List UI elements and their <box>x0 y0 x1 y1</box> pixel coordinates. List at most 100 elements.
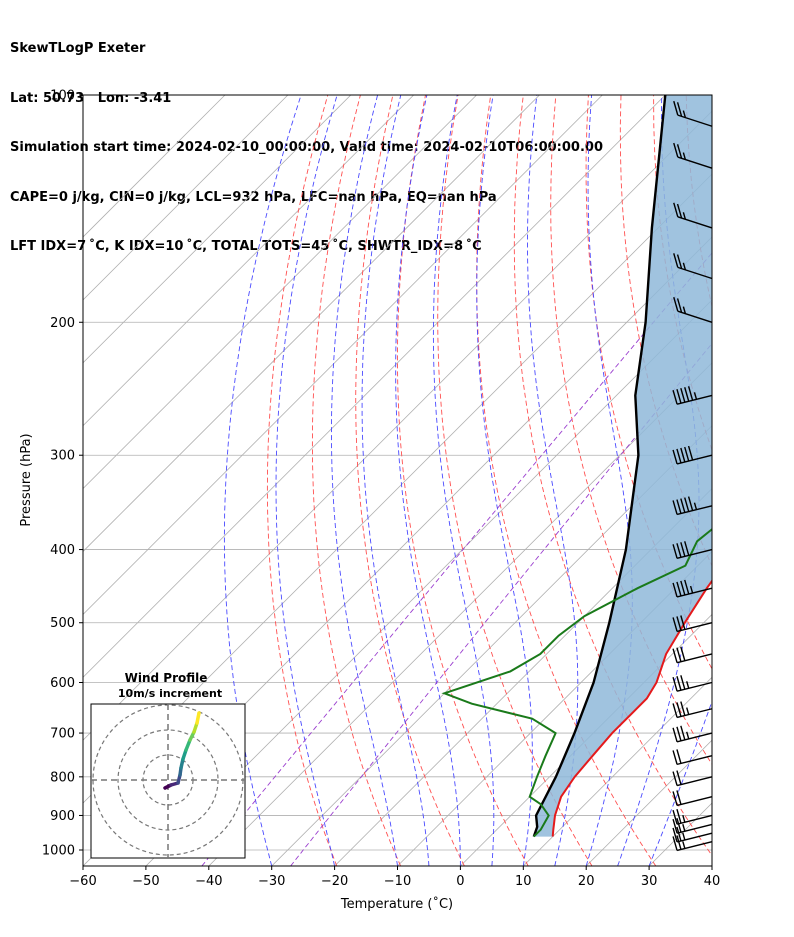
wind-barb <box>672 579 713 598</box>
hodograph-segment <box>184 738 192 752</box>
y-tick-label: 100 <box>50 89 75 104</box>
x-tick-label: 0 <box>456 874 464 889</box>
wind-barb <box>672 770 713 787</box>
isotherm-line <box>83 95 289 301</box>
dry-adiabat-line <box>784 95 794 866</box>
dry-adiabat-line <box>266 95 338 866</box>
wind-barb <box>672 646 713 664</box>
y-tick-label: 200 <box>50 316 75 331</box>
y-tick-label: 1000 <box>42 844 75 859</box>
wind-barb <box>672 809 713 825</box>
wind-barb <box>672 445 713 465</box>
x-tick-label: −40 <box>195 874 222 889</box>
hodograph-segment <box>195 711 201 725</box>
x-tick-label: −10 <box>384 874 411 889</box>
dry-adiabat-line <box>311 95 402 866</box>
time-info: Simulation start time: 2024-02-10_00:00:… <box>10 140 603 155</box>
y-tick-label: 500 <box>50 616 75 631</box>
dry-adiabat-line <box>719 95 794 866</box>
y-tick-label: 300 <box>50 449 75 464</box>
isotherm-line <box>83 110 712 741</box>
x-tick-label: −60 <box>69 874 96 889</box>
isotherm-line <box>83 95 666 678</box>
isotherm-line <box>83 95 414 427</box>
x-tick-label: −20 <box>321 874 348 889</box>
x-axis-label: Temperature (˚C) <box>340 896 453 912</box>
y-tick-label: 400 <box>50 543 75 558</box>
isotherm-line <box>523 676 712 866</box>
dewpoint-line <box>441 527 712 838</box>
x-tick-label: 30 <box>641 874 658 889</box>
moist-adiabat-line <box>275 95 338 866</box>
wind-barb <box>672 817 713 834</box>
y-axis-label: Pressure (hPa) <box>19 433 34 526</box>
wind-barb <box>673 100 713 127</box>
x-tick-label: −50 <box>132 874 159 889</box>
isotherm-line <box>271 425 712 866</box>
isotherm-line <box>334 488 712 866</box>
isotherm-line <box>83 95 540 553</box>
wind-barb <box>672 826 713 843</box>
y-tick-label: 600 <box>50 676 75 691</box>
moist-adiabat-line <box>395 95 461 866</box>
wind-barb <box>672 386 713 405</box>
dry-adiabat-line <box>437 95 593 866</box>
wind-barb <box>673 253 713 280</box>
wind-barb <box>672 835 713 852</box>
isotherm-line <box>83 95 477 490</box>
dry-adiabat-line <box>355 95 465 866</box>
y-tick-label: 800 <box>50 770 75 785</box>
moist-adiabat-line <box>432 95 495 866</box>
mixing-ratio-line <box>290 342 712 866</box>
wind-barb <box>672 790 713 807</box>
y-tick-label: 700 <box>50 727 75 742</box>
isotherm-line <box>83 95 226 238</box>
moist-adiabat-line <box>331 95 398 866</box>
moist-adiabat-line <box>648 700 712 866</box>
wind-barb <box>673 296 713 323</box>
moist-adiabat-line <box>361 95 430 866</box>
isotherm-line <box>711 865 712 866</box>
y-tick-label: 900 <box>50 809 75 824</box>
x-tick-label: −30 <box>258 874 285 889</box>
dry-adiabat-line <box>476 95 657 866</box>
isotherm-line <box>145 299 712 866</box>
isotherm-line <box>775 95 794 866</box>
wind-barb <box>672 725 713 743</box>
isotherm-line <box>83 95 603 615</box>
dry-adiabat-line <box>397 95 529 866</box>
isotherm-line <box>460 613 712 866</box>
isotherm-line <box>208 362 712 866</box>
coordinates: Lat: 50.73 Lon: -3.41 <box>10 90 172 106</box>
dry-adiabat-line <box>751 95 794 866</box>
wind-barb <box>673 202 713 229</box>
wind-barb <box>672 675 713 692</box>
moist-adiabat-line <box>476 95 533 866</box>
x-tick-label: 20 <box>578 874 595 889</box>
chart-header: SkewTLogP Exeter Lat: 50.73 Lon: -3.41 S… <box>10 8 603 272</box>
moist-adiabat-line <box>527 95 579 866</box>
wind-barb <box>672 615 713 633</box>
x-tick-label: 40 <box>704 874 721 889</box>
wind-barb <box>672 496 713 516</box>
wind-barb <box>672 541 713 559</box>
x-tick-label: 10 <box>515 874 532 889</box>
temperature-line <box>551 579 712 837</box>
wind-barbs <box>672 100 713 852</box>
dry-adiabat-line <box>585 95 712 670</box>
isotherm-line <box>397 550 712 866</box>
moist-adiabat-line <box>223 95 302 866</box>
parcel-profile-line <box>532 95 667 837</box>
moist-adiabat-line <box>617 95 700 866</box>
station-title: SkewTLogP Exeter <box>10 41 146 56</box>
axes: −60 −50 −40 −30 −20 −10 0 10 20 30 40 100 200 300 400 5… <box>42 89 720 890</box>
isotherm-line <box>83 95 352 364</box>
wind-barb <box>672 749 713 766</box>
hodograph-title: Wind Profile <box>125 671 208 685</box>
wind-barb <box>673 142 713 169</box>
wind-barb <box>672 701 713 719</box>
profile-lines <box>441 95 712 838</box>
hodograph-inset: Wind Profile 10m/s increment <box>90 671 246 859</box>
hodograph-subtitle: 10m/s increment <box>118 687 222 700</box>
